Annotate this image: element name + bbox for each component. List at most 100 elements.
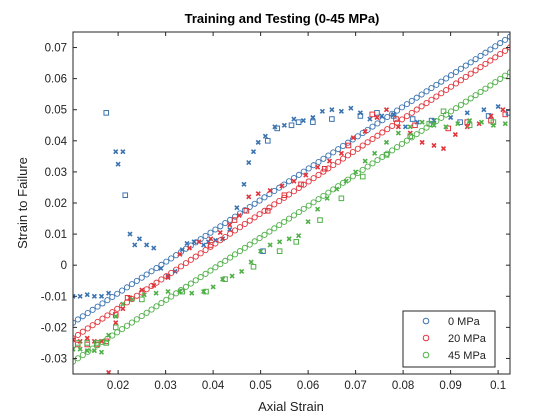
train-point [266,228,273,235]
train-point [423,100,430,107]
train-point [315,171,322,178]
x-tick-label: 0.07 [344,380,366,392]
train-point [398,116,406,123]
train-point [452,80,460,87]
test-point [440,108,447,115]
train-point [261,194,268,201]
train-point [99,339,106,346]
scatter-point [136,236,143,242]
x-tick-label: 0.06 [297,380,319,392]
scatter-point [455,121,461,127]
series-0 [73,33,510,326]
train-point [364,163,371,170]
train-point [477,64,484,71]
train-point [335,146,342,153]
train-point [320,155,327,162]
test-point [293,239,300,245]
test-point [281,192,288,199]
scatter-point [158,265,164,271]
scatter-point [165,275,171,281]
scatter-point [127,231,133,237]
train-point [119,326,126,333]
scatter-point [267,187,273,194]
train-point [114,290,121,297]
x-tick-label: 0.02 [107,380,129,392]
test-point [298,181,304,188]
train-point [354,145,361,152]
train-point [182,283,189,290]
train-point [364,126,371,133]
train-point [163,296,170,303]
scatter-point [324,195,330,201]
train-point [104,312,111,319]
scatter-point [144,242,150,248]
scatter-point [91,348,97,354]
train-point [369,123,376,130]
scatter-point [419,119,425,125]
scatter-point [467,118,473,124]
scatter-point [277,239,283,245]
scatter-point [395,124,401,130]
scatter-point [98,293,105,299]
test-point [124,295,131,301]
train-point [423,88,430,95]
train-point [452,105,460,112]
train-point [246,241,253,248]
train-point [369,135,376,143]
train-point [457,101,464,108]
scatter-point [267,242,273,248]
scatter-point [488,113,494,119]
scatter-point [239,268,245,274]
train-point [153,265,160,272]
train-point [256,235,263,242]
test-point [231,217,238,223]
train-point [241,220,248,227]
test-point [295,119,302,125]
scatter-point [305,219,311,225]
test-point [445,125,452,132]
train-point [482,49,489,56]
train-point [310,175,317,182]
train-point [153,279,160,286]
scatter-point [329,107,335,113]
train-point [202,232,209,239]
train-point [325,152,332,159]
scatter-point [98,349,105,355]
scatter-point [291,116,297,122]
legend-marker [422,351,430,359]
scatter-point [106,290,112,296]
test-point [426,120,433,127]
test-point [112,324,119,331]
scatter-point [189,290,195,296]
scatter-point [402,124,409,130]
train-point [467,95,474,102]
test-point [103,110,110,116]
train-point [433,93,440,100]
scatter-point [315,206,321,212]
test-point [490,119,497,125]
scatter-point [234,205,240,211]
train-point [443,86,450,94]
test-point [222,276,228,282]
train-point [128,281,135,288]
test-point [274,125,281,132]
train-point [394,144,401,151]
train-point [369,160,376,167]
train-point [168,293,175,300]
legend: 0 MPa 20 MPa 45 MPa [402,310,496,368]
scatter-point [395,130,401,136]
scatter-point [246,160,252,166]
scatter-point [279,183,285,189]
scatter-point [184,240,190,246]
train-point [271,201,278,208]
train-point [418,127,425,134]
test-point [338,195,345,202]
scatter-point [258,248,264,254]
train-point [408,134,415,141]
test-point [321,166,328,172]
train-point [462,98,469,105]
scatter-point [334,186,340,192]
legend-label: 0 MPa [448,316,481,328]
test-point [74,340,81,346]
train-point [168,269,175,276]
